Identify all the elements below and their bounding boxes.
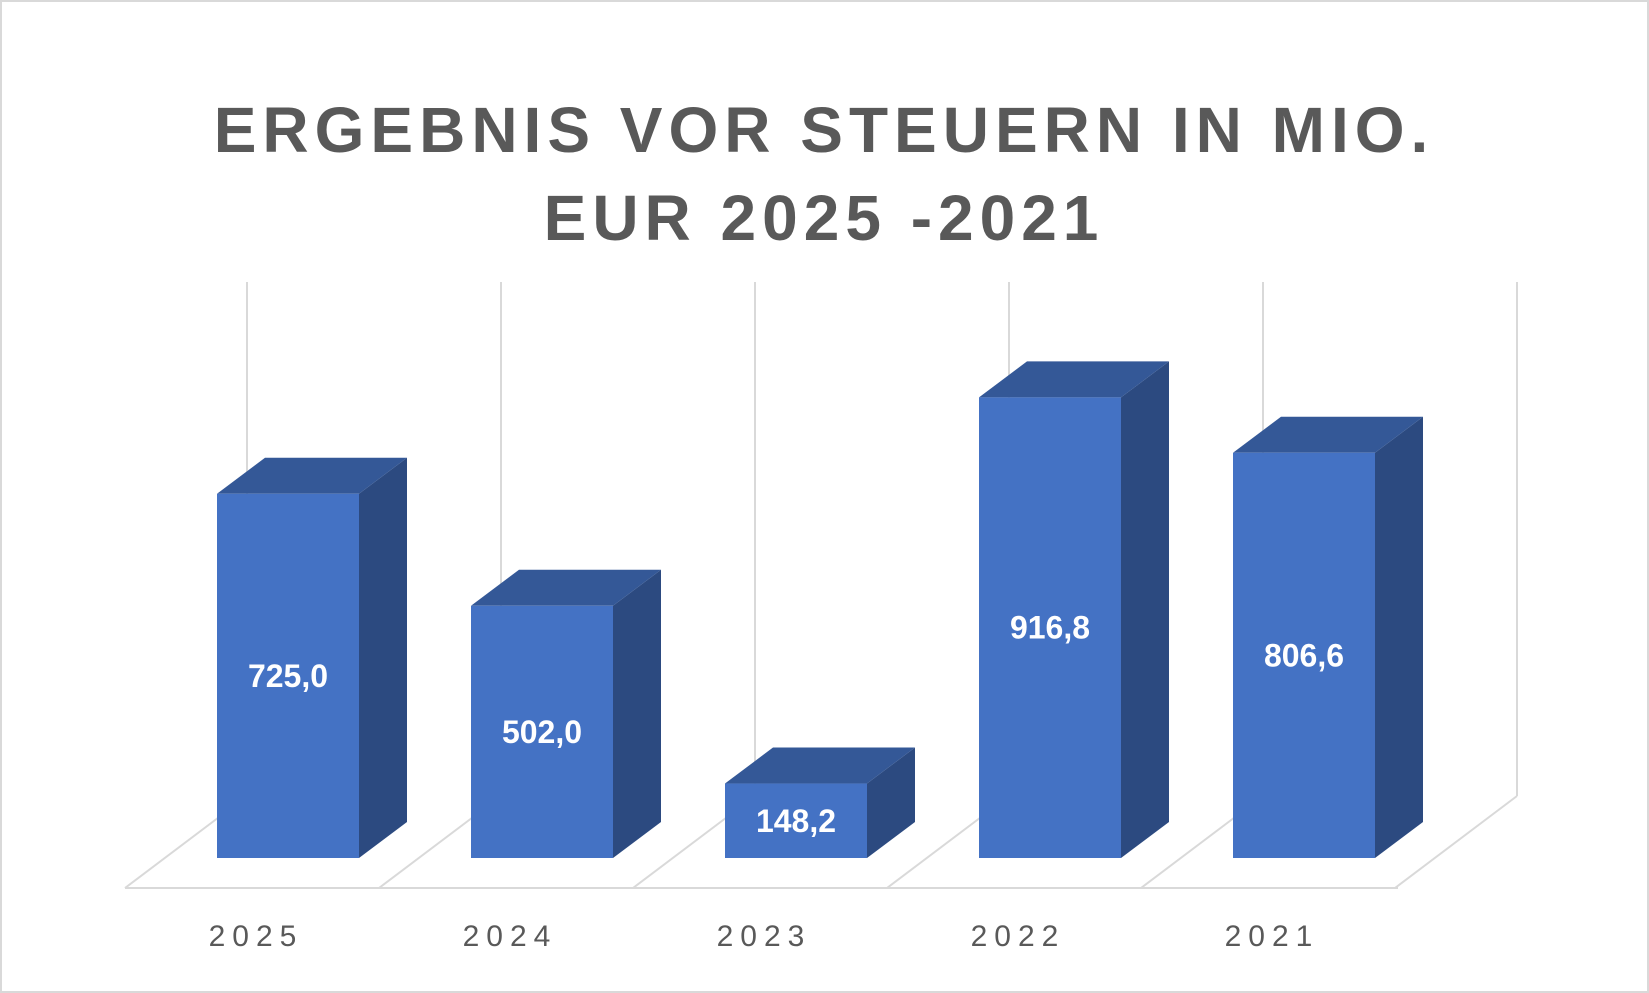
bar-front-face bbox=[217, 493, 359, 858]
bar-2024 bbox=[471, 569, 661, 858]
x-tick-label-2021: 2021 bbox=[1225, 920, 1320, 953]
bar-front-face bbox=[1233, 452, 1375, 858]
data-label-2021: 806,6 bbox=[1264, 637, 1344, 673]
x-tick-label-2025: 2025 bbox=[209, 920, 304, 953]
chart-title-line-1: ERGEBNIS VOR STEUERN IN MIO. bbox=[214, 94, 1435, 166]
bar-side-face bbox=[359, 457, 407, 858]
bar-side-face bbox=[613, 569, 661, 858]
bar-2022 bbox=[979, 361, 1169, 858]
bar-top-face bbox=[1233, 416, 1423, 453]
data-label-2024: 502,0 bbox=[502, 714, 582, 750]
floor-depth-line bbox=[1394, 795, 1518, 889]
x-tick-label-2022: 2022 bbox=[971, 920, 1066, 953]
bars bbox=[217, 361, 1423, 858]
bar-top-face bbox=[471, 569, 661, 606]
bar-side-face bbox=[1375, 416, 1423, 858]
bar-top-face bbox=[217, 457, 407, 494]
x-tick-label-2023: 2023 bbox=[717, 920, 812, 953]
bar-2025 bbox=[217, 457, 407, 858]
bar-side-face bbox=[1121, 361, 1169, 858]
bar-front-face bbox=[471, 605, 613, 858]
bar-side-face bbox=[867, 747, 915, 858]
chart-title-line-2: EUR 2025 -2021 bbox=[544, 182, 1105, 254]
bar-top-face bbox=[725, 747, 915, 784]
data-label-2025: 725,0 bbox=[248, 658, 328, 694]
bar-front-face bbox=[725, 783, 867, 858]
data-label-2022: 916,8 bbox=[1010, 610, 1090, 646]
bar-top-face bbox=[979, 361, 1169, 398]
data-label-2023: 148,2 bbox=[756, 803, 836, 839]
bar-2021 bbox=[1233, 416, 1423, 858]
x-tick-label-2024: 2024 bbox=[463, 920, 558, 953]
bar-front-face bbox=[979, 397, 1121, 858]
x-axis-ticks: 2025 2024 2023 2022 2021 bbox=[209, 920, 1320, 953]
data-labels: 725,0 502,0 148,2 916,8 806,6 bbox=[248, 610, 1344, 839]
bar-2023 bbox=[725, 747, 915, 858]
